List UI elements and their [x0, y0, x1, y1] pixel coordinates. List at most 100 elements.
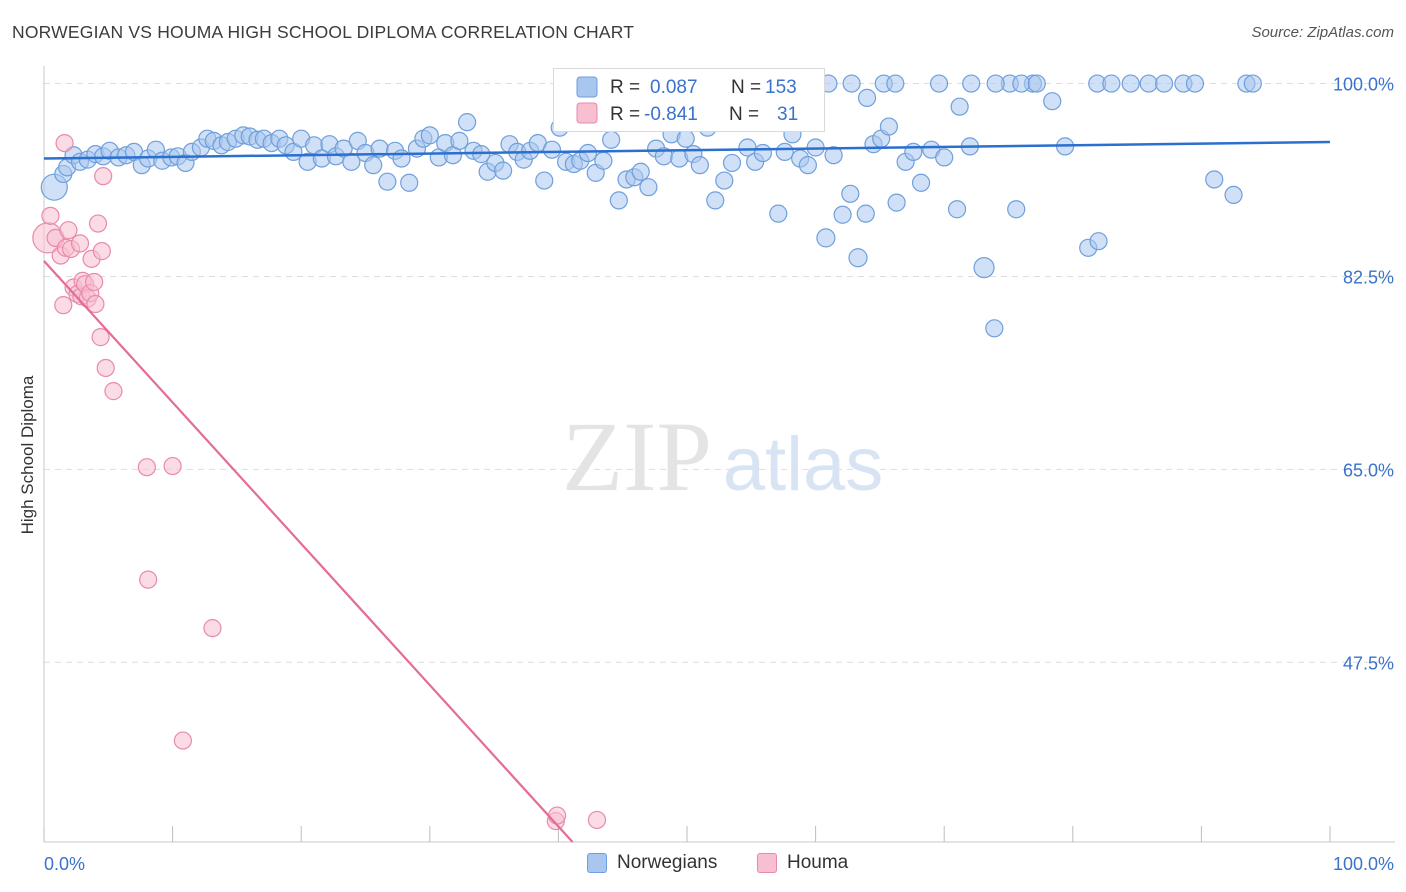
- norwegians-point: [841, 184, 860, 203]
- legend-n-value-blue: 153: [765, 77, 797, 98]
- houma-trend-line: [43, 260, 574, 843]
- norwegians-point: [1224, 185, 1243, 205]
- norwegians-point: [1027, 74, 1046, 93]
- houma-point: [104, 382, 123, 401]
- houma-point: [203, 619, 222, 638]
- norwegians-point: [494, 161, 513, 180]
- houma-point: [91, 328, 110, 347]
- norwegians-point: [1139, 74, 1158, 93]
- legend-swatch-houma: [757, 853, 777, 873]
- norwegians-point: [1243, 74, 1262, 93]
- legend-r-label-blue: R =: [610, 77, 640, 98]
- norwegians-point: [904, 142, 923, 162]
- legend-bottom: Norwegians Houma: [0, 852, 1406, 878]
- legend-r-value-blue: 0.087: [650, 77, 698, 98]
- norwegians-point: [578, 143, 598, 163]
- norwegians-point: [886, 74, 905, 93]
- norwegians-point: [856, 204, 875, 223]
- legend-swatch-norwegians: [587, 853, 607, 873]
- norwegians-point: [535, 171, 554, 190]
- houma-point: [137, 458, 156, 477]
- watermark: ZIP atlas: [562, 401, 883, 512]
- legend-item-houma: Houma: [757, 852, 848, 874]
- tick-labels: 100.0% 82.5% 65.0% 47.5% 0.0% 100.0%: [44, 75, 1394, 874]
- houma-point: [163, 456, 182, 476]
- norwegians-point: [1089, 232, 1108, 251]
- legend-swatch-houma: [576, 102, 598, 124]
- norwegians-point: [816, 228, 836, 248]
- houma-point: [70, 234, 90, 253]
- norwegians-point: [753, 143, 772, 163]
- norwegians-point: [985, 319, 1004, 338]
- legend-n-label-blue: N =: [731, 77, 761, 98]
- houma-points: [32, 133, 607, 831]
- norwegians-point: [631, 162, 650, 181]
- norwegians-point: [842, 74, 861, 93]
- houma-point: [59, 221, 78, 240]
- norwegians-point: [986, 74, 1005, 93]
- watermark-atlas: atlas: [723, 422, 884, 507]
- norwegians-point: [542, 140, 562, 159]
- norwegians-point: [1121, 74, 1140, 93]
- norwegians-point: [1012, 74, 1031, 93]
- houma-point: [54, 296, 73, 315]
- norwegians-point: [911, 173, 931, 192]
- x-tick-label: 0.0%: [44, 854, 85, 874]
- legend-n-label-pink: N =: [729, 104, 759, 125]
- norwegians-point: [378, 172, 397, 191]
- norwegians-point: [676, 129, 695, 148]
- norwegians-point: [400, 173, 419, 192]
- norwegians-point: [935, 148, 954, 167]
- norwegians-point: [1043, 92, 1062, 111]
- norwegians-point: [420, 126, 439, 145]
- y-tick-label: 100.0%: [1333, 75, 1394, 95]
- houma-point: [86, 294, 105, 314]
- norwegians-point: [769, 204, 788, 223]
- houma-point: [94, 167, 113, 186]
- y-tick-label: 65.0%: [1343, 460, 1394, 480]
- houma-point: [41, 206, 60, 225]
- norwegians-point: [1205, 170, 1224, 189]
- norwegians-point: [973, 257, 995, 279]
- legend-swatch-norwegians: [576, 76, 598, 98]
- norwegians-point: [929, 74, 949, 93]
- x-tick-label: 100.0%: [1333, 854, 1394, 874]
- houma-point: [548, 806, 567, 825]
- norwegians-point: [1155, 74, 1174, 93]
- grid-lines: [44, 83, 1395, 663]
- legend-top: R = 0.087 N = 153 R = -0.841 N = 31: [553, 68, 825, 132]
- chart-title: NORWEGIAN VS HOUMA HIGH SCHOOL DIPLOMA C…: [12, 22, 635, 42]
- norwegians-point: [639, 178, 658, 197]
- y-tick-label: 47.5%: [1343, 653, 1394, 673]
- norwegians-point: [857, 88, 877, 107]
- norwegians-point: [887, 193, 906, 212]
- norwegians-point: [602, 130, 621, 149]
- norwegians-point: [457, 113, 477, 132]
- legend-label-houma: Houma: [787, 852, 849, 873]
- norwegians-trend-line: [43, 140, 1331, 160]
- norwegians-point: [775, 142, 794, 162]
- norwegians-point: [824, 146, 843, 165]
- norwegians-point: [833, 205, 852, 224]
- y-axis-label: High School Diploma: [18, 375, 37, 535]
- norwegians-point: [450, 131, 469, 150]
- houma-point: [88, 214, 108, 233]
- norwegians-point: [962, 74, 981, 93]
- norwegians-point: [1185, 74, 1205, 93]
- norwegians-point: [1007, 200, 1026, 219]
- norwegians-point: [950, 97, 969, 116]
- legend-n-value-pink: 31: [777, 104, 798, 125]
- houma-point: [96, 358, 115, 378]
- watermark-zip: ZIP: [562, 401, 712, 512]
- norwegians-point: [1102, 74, 1121, 93]
- norwegians-point: [594, 151, 613, 170]
- houma-point: [85, 272, 104, 292]
- legend-r-value-pink: -0.841: [644, 104, 698, 125]
- norwegians-point: [722, 153, 742, 173]
- norwegians-point: [947, 200, 967, 219]
- houma-point: [55, 133, 74, 153]
- norwegians-point: [798, 156, 817, 175]
- houma-point: [173, 731, 192, 750]
- norwegians-point: [706, 191, 725, 210]
